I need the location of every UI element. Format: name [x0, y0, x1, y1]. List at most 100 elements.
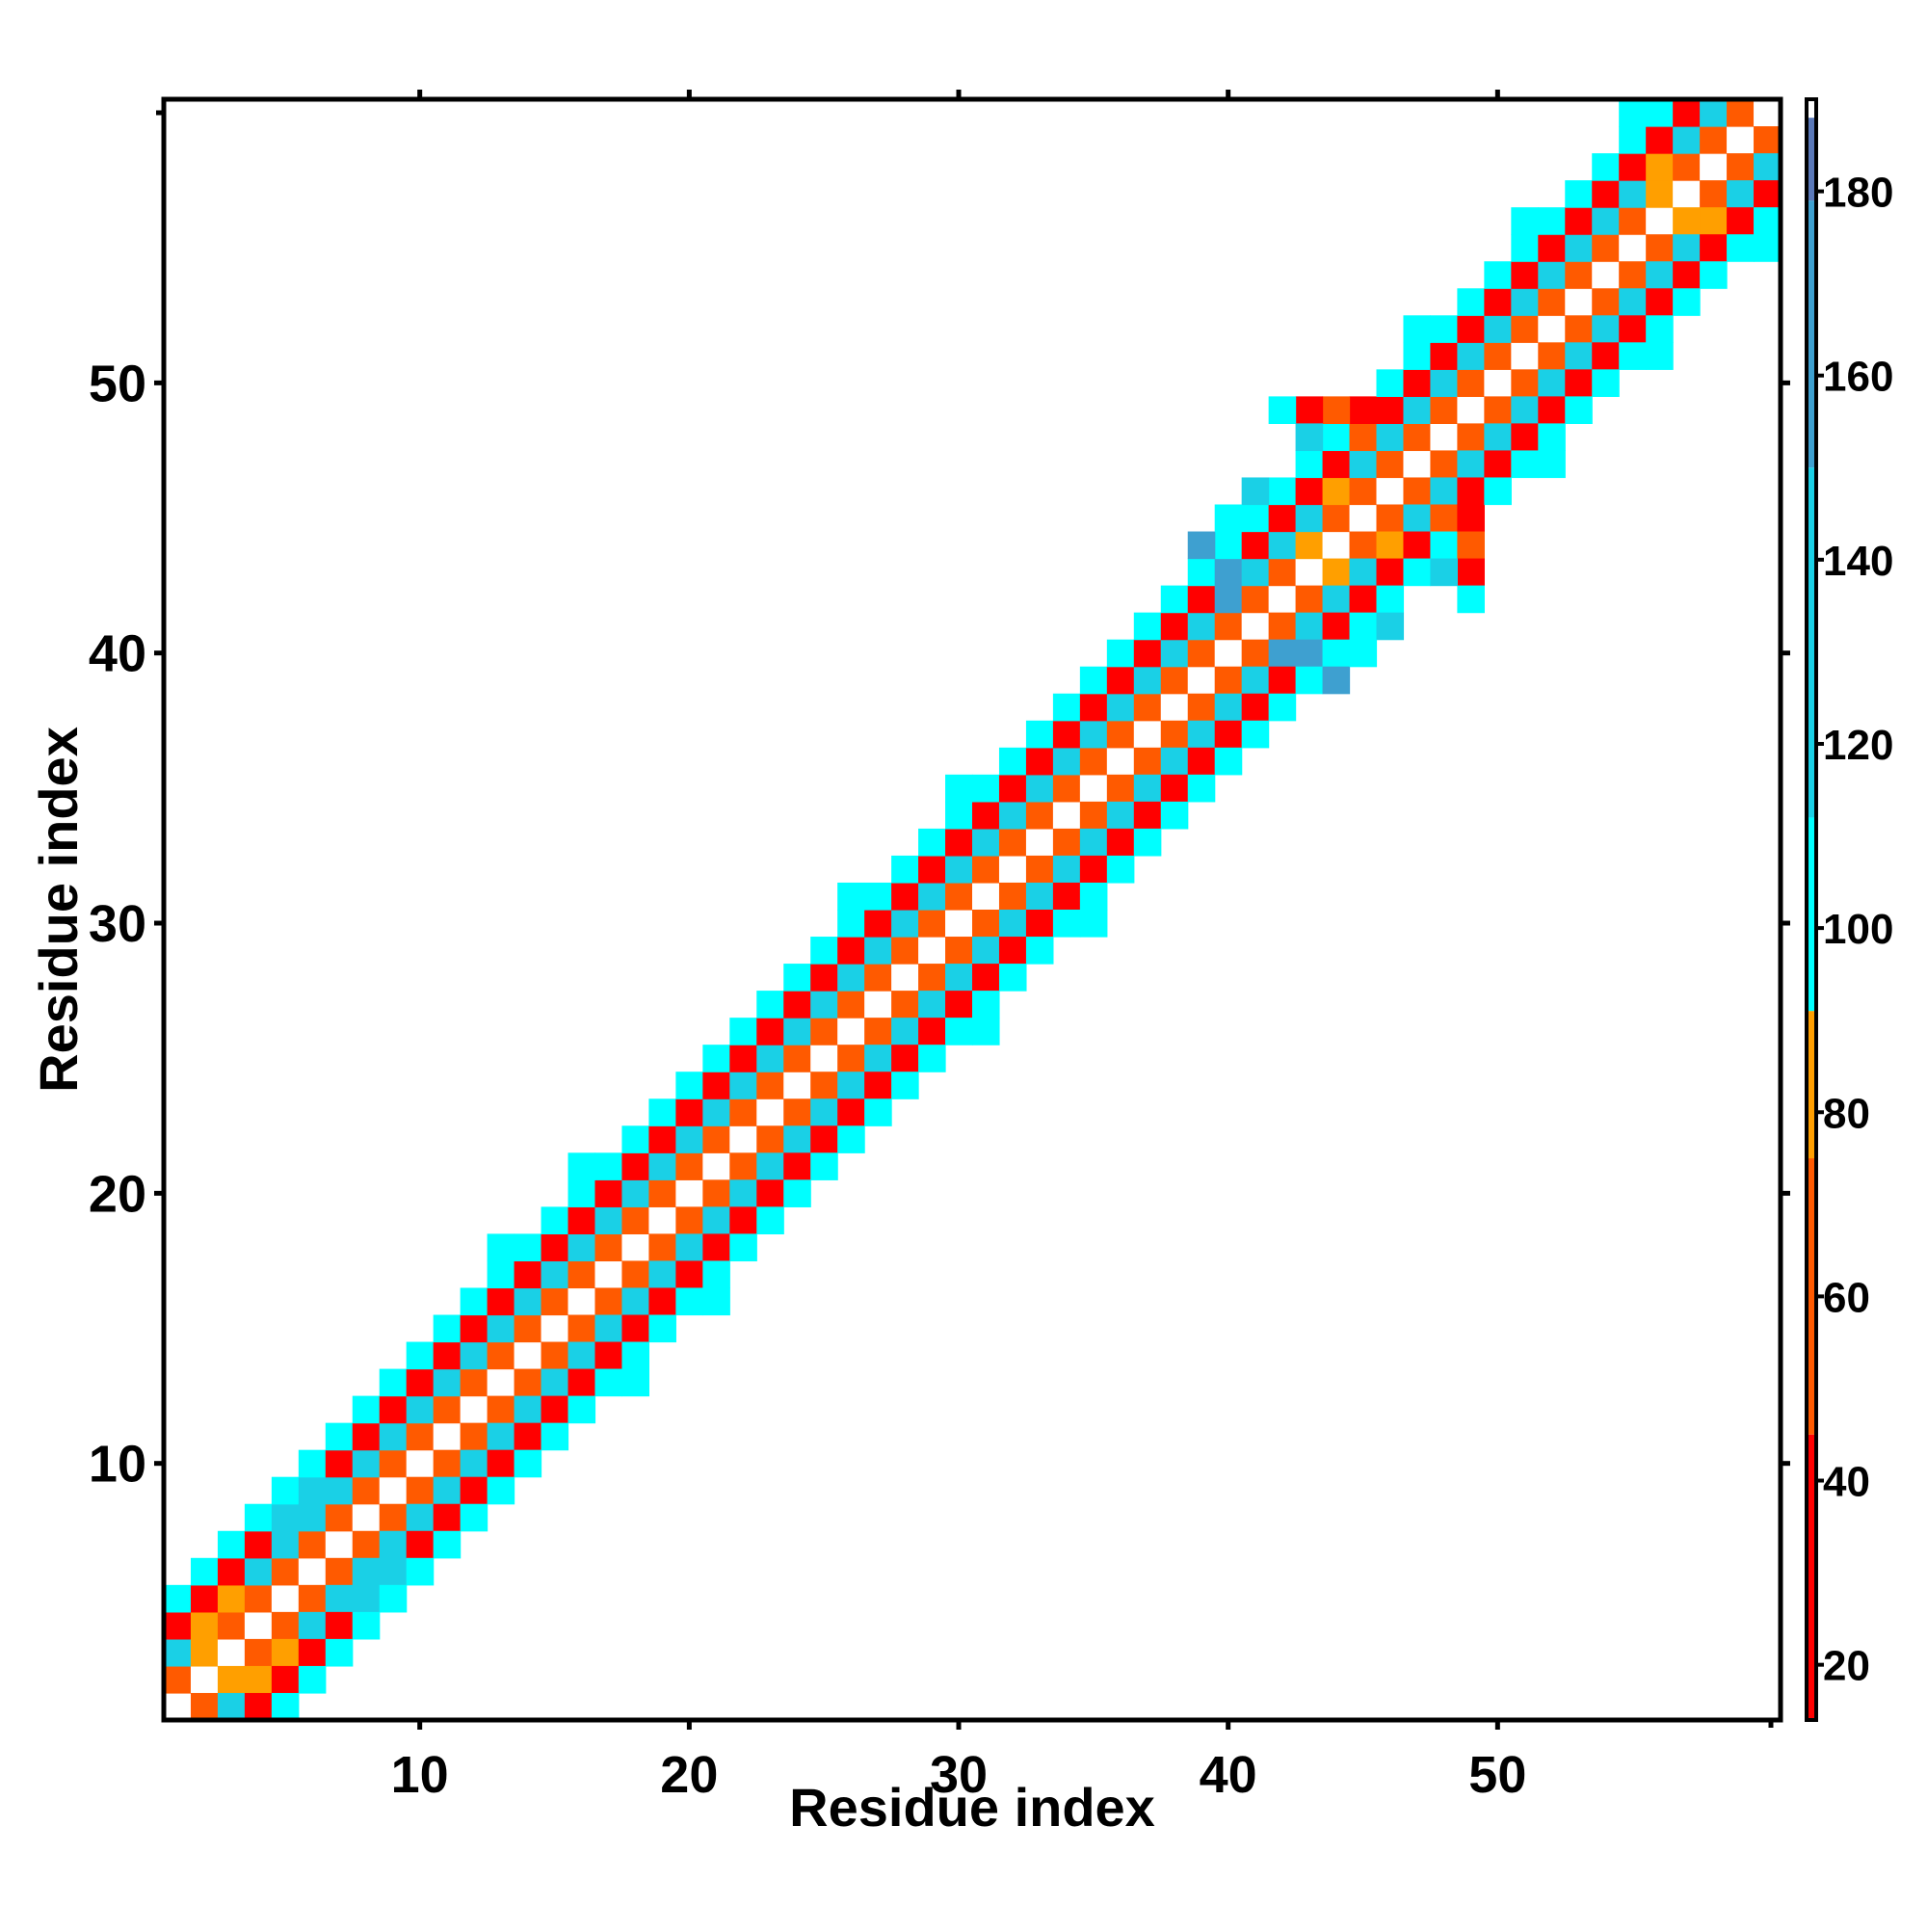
heatmap-cell [217, 1557, 246, 1586]
heatmap-cell [1025, 855, 1054, 884]
colorbar-tick-label: 20 [1823, 1643, 1870, 1690]
heatmap-cell [1322, 450, 1351, 479]
heatmap-cell [1619, 99, 1647, 127]
heatmap-cell [1484, 369, 1512, 397]
heatmap-cell [1673, 234, 1701, 262]
heatmap-cell [1241, 720, 1270, 749]
heatmap-cell [325, 1584, 354, 1613]
heatmap-cell [460, 1476, 488, 1505]
heatmap-cell [621, 1260, 649, 1289]
heatmap-cell [1160, 612, 1189, 641]
heatmap-cell [1457, 558, 1485, 587]
heatmap-cell [244, 1638, 273, 1667]
heatmap-cell [1619, 342, 1647, 370]
heatmap-cell [1133, 612, 1162, 641]
heatmap-cell [1106, 639, 1135, 668]
heatmap-cell [648, 1152, 676, 1180]
x-tick-label: 20 [660, 1746, 718, 1804]
heatmap-cell [244, 1611, 273, 1640]
heatmap-cell [1133, 693, 1162, 722]
heatmap-cell [1754, 99, 1782, 127]
heatmap-cell [1403, 396, 1432, 424]
heatmap-cell [1565, 180, 1593, 208]
heatmap-cell [675, 1125, 703, 1153]
heatmap-cell [864, 991, 892, 1019]
heatmap-cell [621, 1314, 649, 1343]
heatmap-cell [972, 910, 1000, 938]
heatmap-cell [783, 1152, 811, 1180]
colorbar: 20 40 60 80 100 120 140 160 180 [1805, 97, 1893, 1722]
heatmap-cell [541, 1233, 569, 1262]
heatmap-cell [1457, 315, 1485, 343]
heatmap-cell [1538, 342, 1566, 370]
heatmap-cell [406, 1557, 435, 1586]
heatmap-cell [1349, 639, 1378, 668]
heatmap-cell [1619, 288, 1647, 316]
heatmap-cell [244, 1557, 273, 1586]
heatmap-cell [1403, 504, 1432, 533]
heatmap-cell [379, 1557, 408, 1586]
heatmap-cell [433, 1530, 462, 1559]
heatmap-cell [406, 1476, 435, 1505]
heatmap-cell [1322, 585, 1351, 614]
heatmap-cell [1619, 261, 1647, 289]
heatmap-cell [972, 774, 1000, 803]
heatmap-cell [190, 1692, 219, 1721]
heatmap-cell [1700, 180, 1728, 208]
colorbar-segment [1807, 118, 1816, 201]
heatmap-cell [702, 1098, 730, 1126]
heatmap-cell [1511, 288, 1539, 316]
heatmap-cell [702, 1206, 730, 1234]
heatmap-cell [1214, 639, 1243, 668]
heatmap-cell [1673, 288, 1701, 316]
heatmap-cell [1133, 720, 1162, 749]
heatmap-cell [244, 1692, 273, 1721]
heatmap-cell [1673, 153, 1701, 181]
heatmap-cell [1025, 720, 1054, 749]
heatmap-cell [271, 1476, 300, 1505]
heatmap-cell [568, 1341, 596, 1370]
heatmap-cell [1619, 315, 1647, 343]
heatmap-cell [918, 882, 946, 911]
heatmap-cell [864, 1072, 892, 1099]
heatmap-cell [164, 1611, 192, 1640]
heatmap-cell [541, 1314, 569, 1343]
heatmap-cell [837, 1098, 865, 1126]
heatmap-cell [1187, 558, 1216, 587]
heatmap-cell [756, 1152, 784, 1180]
heatmap-cell [998, 964, 1027, 992]
heatmap-cell [1484, 342, 1512, 370]
heatmap-cell [1484, 477, 1512, 506]
heatmap-cell [1403, 423, 1432, 452]
colorbar-tick-label: 160 [1823, 354, 1893, 401]
heatmap-cell [1646, 126, 1674, 154]
heatmap-cell [568, 1152, 596, 1180]
heatmap-cell [648, 1206, 676, 1234]
heatmap-cell [891, 1072, 919, 1099]
heatmap-cell [379, 1449, 408, 1478]
heatmap-cell [837, 1125, 865, 1153]
heatmap-cell [1430, 396, 1458, 424]
heatmap-cell [298, 1449, 327, 1478]
heatmap-cell [998, 747, 1027, 776]
heatmap-cell [675, 1206, 703, 1234]
heatmap-cell [1268, 612, 1297, 641]
heatmap-cell [1025, 937, 1054, 965]
x-axis-label: Residue index [789, 1777, 1155, 1838]
heatmap-cell [1025, 882, 1054, 911]
heatmap-cell [810, 1125, 838, 1153]
heatmap-cell [621, 1125, 649, 1153]
heatmap-cell [1727, 234, 1755, 262]
heatmap-cell [1457, 396, 1485, 424]
heatmap-cell [756, 1045, 784, 1072]
heatmap-cell [217, 1530, 246, 1559]
heatmap-cell [891, 855, 919, 884]
heatmap-cell [1106, 774, 1135, 803]
heatmap-cell [756, 1018, 784, 1045]
heatmap-cell [271, 1530, 300, 1559]
heatmap-cell [1295, 558, 1324, 587]
heatmap-cell [1403, 558, 1432, 587]
heatmap-cell [1214, 666, 1243, 695]
heatmap-cell [1079, 882, 1108, 911]
heatmap-cell [1214, 504, 1243, 533]
